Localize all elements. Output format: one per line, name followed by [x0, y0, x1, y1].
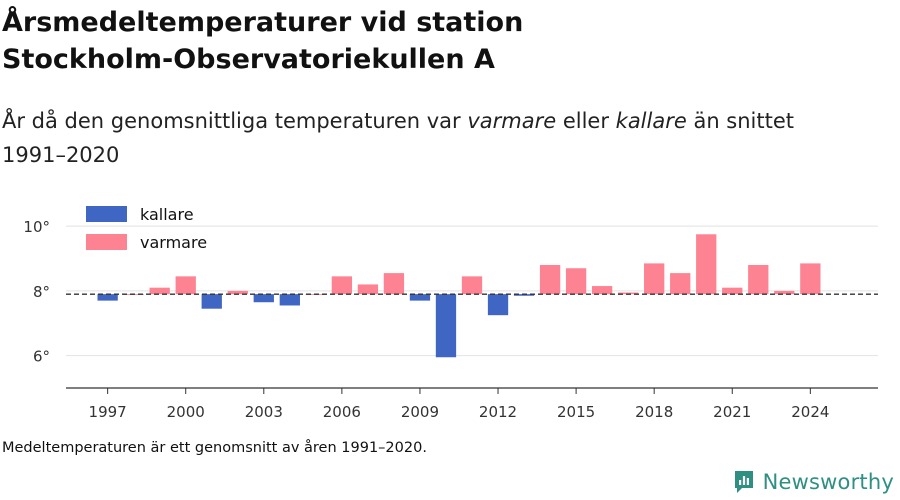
bar-2000 [175, 276, 196, 295]
subtitle-cold: kallare [615, 109, 687, 133]
legend-swatch-kallare [86, 206, 127, 222]
subtitle-line-2: 1991–2020 [2, 143, 120, 167]
chart-title-line-2: Stockholm-Observatoriekullen A [2, 44, 495, 75]
y-tick-label: 6° [33, 348, 50, 366]
subtitle-text-2: eller [556, 109, 616, 133]
bar-2004 [279, 294, 300, 306]
bar-2003 [253, 294, 274, 303]
x-tick-label: 2024 [791, 403, 829, 421]
x-tick-label: 2000 [167, 403, 205, 421]
brand: Newsworthy [733, 468, 894, 496]
bar-2013 [513, 294, 535, 296]
chart-title-line-1: Årsmedeltemperaturer vid station [2, 7, 524, 38]
bar-2022 [748, 265, 769, 295]
bar-2012 [487, 294, 509, 316]
subtitle-text-3: än snittet [686, 109, 795, 133]
x-tick-label: 2021 [713, 403, 751, 421]
bar-2006 [331, 276, 353, 295]
y-tick-label: 8° [33, 283, 50, 301]
footnote: Medeltemperaturen är ett genomsnitt av å… [2, 440, 427, 456]
x-tick-label: 2003 [245, 403, 283, 421]
bar-2019 [670, 273, 691, 295]
bar-2024 [800, 263, 821, 295]
subtitle-warm: varmare [467, 109, 557, 133]
bar-2023 [774, 290, 795, 295]
bar-2001 [201, 294, 222, 309]
bar-2008 [383, 273, 405, 295]
x-tick-label: 2006 [323, 403, 361, 421]
x-tick-label: 2015 [557, 403, 595, 421]
bar-2017 [618, 292, 639, 295]
subtitle-line-1: År då den genomsnittliga temperaturen va… [2, 104, 882, 138]
bar-2010 [435, 294, 457, 358]
bar-2018 [644, 263, 665, 295]
chart-title: Årsmedeltemperaturer vid station Stockho… [2, 4, 882, 78]
bar-2021 [722, 287, 743, 295]
bar-2014 [539, 265, 561, 295]
chart-subtitle: År då den genomsnittliga temperaturen va… [2, 104, 882, 172]
bar-2015 [565, 268, 587, 295]
bar-2011 [461, 276, 483, 295]
y-tick-label: 10° [23, 218, 50, 236]
legend-swatch-varmare [86, 234, 127, 250]
bar-2016 [591, 286, 613, 295]
legend-label-kallare: kallare [140, 205, 194, 224]
bar-2002 [227, 290, 248, 295]
x-tick-label: 2018 [635, 403, 673, 421]
newsworthy-logo-icon [734, 471, 753, 493]
subtitle-text-1: År då den genomsnittliga temperaturen va… [2, 109, 468, 133]
bar-2020 [696, 234, 717, 295]
bar-1999 [149, 287, 170, 295]
x-tick-label: 2009 [401, 403, 439, 421]
legend-label-varmare: varmare [140, 233, 207, 252]
x-tick-label: 1997 [89, 403, 127, 421]
bar-2007 [357, 284, 379, 295]
brand-name: Newsworthy [762, 470, 894, 494]
bar-2009 [409, 294, 431, 301]
bar-1997 [97, 294, 118, 301]
x-tick-label: 2012 [479, 403, 517, 421]
